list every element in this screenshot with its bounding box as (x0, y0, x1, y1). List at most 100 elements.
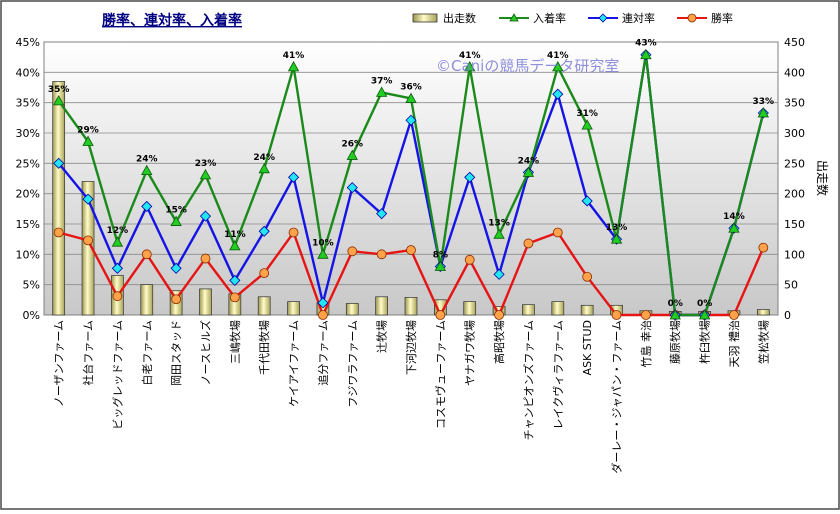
bar (756, 309, 770, 316)
x-tick-label: ケイアイファーム (288, 320, 301, 407)
legend-label-quinella-rate: 連対率 (622, 11, 655, 25)
point-marker (375, 86, 388, 97)
point-marker (582, 271, 593, 282)
y-tick-label: 45% (16, 36, 40, 49)
point-marker (317, 248, 329, 259)
x-tick-label: ノーザンファーム (53, 320, 66, 407)
data-label: 14% (723, 212, 745, 222)
data-label: 41% (459, 51, 481, 61)
point-marker (729, 310, 739, 320)
point-marker (406, 245, 416, 255)
y2-tick-label: 400 (784, 66, 805, 79)
x-tick-label: 岡田スタッド (170, 320, 183, 386)
point-marker (669, 309, 681, 320)
data-label: 23% (195, 159, 217, 169)
x-tick-label: 白老ファーム (140, 320, 154, 386)
data-label: 24% (518, 156, 540, 166)
point-marker (229, 292, 240, 303)
point-marker (53, 227, 64, 238)
bar (257, 296, 271, 316)
point-marker (494, 310, 504, 320)
bar (81, 181, 95, 316)
point-marker (199, 210, 212, 222)
data-label: 8% (433, 250, 448, 260)
point-marker (111, 236, 124, 247)
y-tick-label: 20% (16, 188, 40, 201)
x-tick-label: コスモヴューファーム (433, 320, 447, 429)
x-tick-label: フジワラファーム (346, 320, 359, 408)
point-marker (258, 225, 270, 237)
legend-bar-swatch (412, 13, 438, 23)
point-marker (728, 222, 740, 233)
point-marker (111, 262, 123, 274)
x-tick-label: 下河辺牧場 (404, 320, 418, 375)
data-label: 24% (136, 155, 158, 165)
x-tick-label: 辻牧場 (375, 320, 389, 353)
x-tick-label: 杵臼牧場 (698, 320, 712, 364)
data-label: 24% (253, 153, 275, 163)
y2-tick-label: 100 (784, 248, 805, 261)
point-marker (464, 61, 476, 72)
y-tick-label: 0% (23, 309, 40, 322)
data-label: 15% (165, 206, 187, 216)
point-marker (258, 162, 270, 174)
y-tick-label: 15% (16, 218, 40, 231)
x-tick-label: 社台ファーム (81, 320, 95, 386)
legend: 出走数 入着率 連対率 勝率 (412, 11, 733, 25)
point-marker (405, 114, 417, 126)
point-marker (229, 240, 241, 251)
point-marker (141, 200, 153, 212)
x-tick-label: 笠松牧場 (756, 320, 770, 364)
point-marker (552, 227, 563, 238)
point-marker (317, 297, 329, 309)
data-label: 29% (77, 125, 99, 135)
point-marker (171, 294, 182, 305)
point-marker (259, 268, 270, 279)
data-label: 0% (697, 299, 712, 309)
data-label: 13% (606, 223, 628, 233)
legend-label-starts: 出走数 (443, 11, 476, 25)
point-marker (464, 254, 475, 265)
point-marker (112, 291, 123, 302)
x-tick-label: 高昭牧場 (492, 320, 506, 364)
y-tick-label: 25% (16, 157, 40, 170)
point-marker (758, 242, 769, 253)
data-labels: 35% 29% 12% 24% 15% 23% 11% 24% 41% 10% 26% 37% 36% 8… (48, 39, 774, 309)
data-label: 0% (668, 299, 683, 309)
point-marker (199, 169, 212, 180)
data-label: 12% (107, 226, 129, 236)
x-tick-label: ヤナガワ牧場 (463, 320, 477, 386)
point-marker (82, 135, 94, 146)
chart-title: 勝率、連対率、入着率 (102, 12, 242, 29)
data-label: 35% (48, 85, 70, 95)
bar (551, 301, 565, 316)
point-marker (229, 274, 241, 286)
point-marker (83, 235, 93, 246)
point-marker (581, 119, 593, 130)
data-label: 36% (400, 82, 422, 92)
legend-circle-icon (687, 13, 697, 23)
watermark: ©Caniの競馬データ研究室 (436, 57, 619, 75)
point-marker (318, 310, 328, 320)
point-marker (434, 260, 447, 271)
point-marker (170, 215, 182, 226)
point-marker (141, 249, 152, 260)
point-marker (640, 48, 652, 60)
legend-diamond-icon (598, 13, 608, 23)
point-marker (405, 92, 417, 103)
point-marker (698, 309, 711, 320)
y2-tick-label: 300 (784, 127, 805, 140)
data-label: 41% (547, 51, 569, 61)
point-marker (552, 61, 564, 72)
data-label: 43% (635, 39, 657, 49)
bar (140, 284, 154, 316)
data-label: 13% (488, 218, 510, 228)
x-tick-label: ビッグレッドファーム (110, 320, 124, 430)
y2-tick-label: 350 (784, 97, 805, 110)
y2-tick-label: 450 (784, 36, 805, 49)
y-tick-label: 10% (16, 248, 40, 261)
data-label: 11% (224, 230, 246, 240)
x-tick-label: 千代田牧場 (257, 320, 271, 375)
x-axis: ノーザンファーム 社台ファーム ビッグレッドファーム 白老ファーム 岡田スタッド ノースヒ… (53, 320, 771, 474)
